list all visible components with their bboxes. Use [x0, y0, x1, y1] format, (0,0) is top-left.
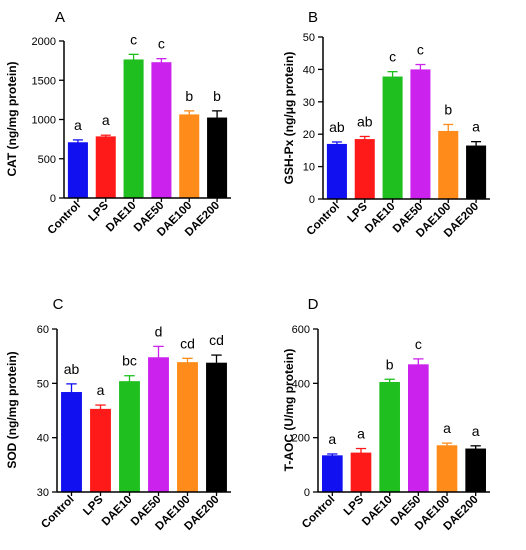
x-tick-label: Control: [305, 201, 342, 238]
panel-label: D: [308, 296, 319, 313]
significance-label: a: [443, 420, 451, 436]
y-axis-label: SOD (ng/mg protein): [5, 351, 19, 468]
bar-dae100: [177, 362, 198, 492]
y-tick-label: 1000: [32, 115, 56, 127]
significance-label: ab: [64, 361, 80, 377]
y-tick-label: 0: [50, 193, 56, 205]
y-tick-label: 20: [303, 129, 315, 141]
y-tick-label: 40: [37, 433, 49, 445]
significance-label: c: [415, 336, 422, 352]
panel-label: A: [55, 9, 65, 26]
y-tick-label: 0: [309, 194, 315, 206]
y-tick-label: 1500: [32, 75, 56, 87]
y-tick-label: 200: [292, 433, 310, 445]
y-tick-label: 2000: [32, 36, 56, 48]
bar-dae10: [119, 381, 140, 492]
significance-label: cd: [180, 335, 195, 351]
x-tick-label: Control: [300, 494, 337, 531]
bar-control: [67, 142, 88, 198]
significance-label: ab: [329, 119, 345, 135]
x-tick-label: LPS: [342, 493, 367, 518]
y-tick-label: 50: [37, 378, 49, 390]
significance-label: d: [155, 323, 163, 339]
significance-label: b: [213, 88, 221, 104]
significance-label: a: [328, 431, 336, 447]
x-tick-label: Control: [46, 200, 83, 237]
bar-dae10: [382, 76, 403, 199]
bar-dae10: [379, 381, 400, 492]
bar-control: [322, 455, 343, 492]
bar-dae50: [151, 62, 172, 198]
bar-lps: [90, 408, 111, 492]
significance-label: c: [158, 36, 165, 52]
y-axis-label: CAT (ng/mg protein): [5, 61, 19, 176]
significance-label: c: [417, 42, 424, 58]
bar-dae50: [148, 357, 169, 492]
bar-dae50: [408, 364, 429, 492]
bar-control: [61, 392, 82, 492]
y-tick-label: 60: [37, 324, 49, 336]
x-tick-label: DAE10: [100, 494, 135, 529]
bar-dae200: [207, 117, 228, 198]
bar-dae50: [410, 69, 431, 200]
y-tick-label: 10: [303, 162, 315, 174]
bar-dae100: [438, 130, 459, 199]
x-tick-label: DAE10: [363, 201, 398, 236]
y-tick-label: 50: [303, 32, 315, 44]
significance-label: c: [130, 31, 137, 47]
x-tick-label: LPS: [81, 493, 106, 518]
significance-label: a: [102, 112, 110, 128]
bar-lps: [354, 139, 375, 199]
significance-label: bc: [122, 353, 137, 369]
significance-label: a: [97, 382, 105, 398]
bar-dae200: [466, 145, 487, 199]
significance-label: a: [74, 117, 82, 133]
x-tick-label: LPS: [346, 200, 371, 225]
bar-dae200: [206, 362, 227, 492]
bar-dae100: [436, 445, 458, 492]
y-axis-label: GSH-Px (ng/μg protein): [282, 52, 296, 185]
y-tick-label: 400: [292, 378, 310, 390]
chart-panel-c: C SOD (ng/mg protein) ab Control a LPS bc DAE10…: [5, 296, 231, 533]
significance-label: ab: [357, 113, 373, 129]
significance-label: b: [444, 101, 452, 117]
significance-label: b: [185, 88, 193, 104]
significance-label: a: [472, 119, 480, 135]
y-axis-label: T-AOC (U/mg protein): [282, 349, 296, 472]
x-tick-label: LPS: [87, 199, 112, 224]
bar-dae200: [465, 448, 486, 492]
y-tick-label: 30: [303, 97, 315, 109]
x-tick-label: DAE10: [104, 200, 139, 235]
chart-panel-d: D T-AOC (U/mg protein) a Control a LPS b DAE10 c…: [282, 296, 490, 533]
panel-label: B: [308, 9, 318, 26]
panel-label: C: [53, 296, 64, 313]
significance-label: a: [472, 423, 480, 439]
x-tick-label: Control: [39, 494, 76, 531]
significance-label: a: [357, 426, 365, 442]
significance-label: c: [389, 49, 396, 65]
y-tick-label: 40: [303, 64, 315, 76]
bar-lps: [350, 452, 372, 492]
y-tick-label: 0: [304, 487, 310, 499]
bar-control: [326, 143, 347, 199]
significance-label: cd: [209, 332, 224, 348]
bar-dae100: [179, 114, 200, 198]
y-tick-label: 30: [37, 487, 49, 499]
bar-dae10: [123, 59, 144, 199]
x-tick-label: DAE10: [360, 494, 395, 529]
significance-label: b: [386, 356, 394, 372]
y-tick-label: 500: [38, 154, 56, 166]
bar-lps: [95, 136, 116, 198]
y-tick-label: 600: [292, 324, 310, 336]
